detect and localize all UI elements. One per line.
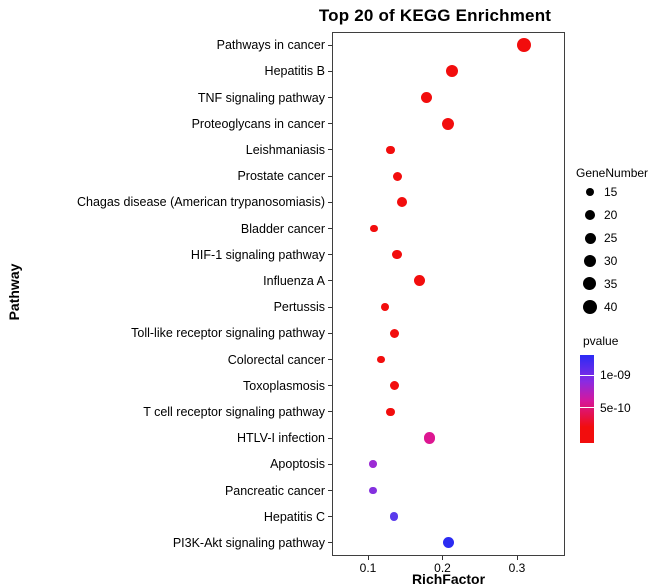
y-tick-mark [328,228,332,229]
x-tick-label: 0.3 [508,561,526,575]
data-point [442,537,454,549]
data-point [381,303,390,312]
y-axis-label: Pathways in cancer [216,38,325,53]
data-point [390,381,400,391]
y-axis-label: Toll-like receptor signaling pathway [131,326,325,341]
colorbar-tick [580,407,594,409]
data-point [369,486,377,495]
legend-gene-number-title: GeneNumber [576,166,649,180]
y-tick-mark [328,280,332,282]
y-axis-label: Apoptosis [270,457,325,472]
data-point [441,117,454,130]
y-tick-mark [328,44,332,46]
legend-size-label: 35 [604,277,618,291]
y-axis-title: Pathway [6,263,22,321]
y-axis-label: HTLV-I infection [236,431,325,446]
data-point [376,355,385,364]
legend-size-label: 15 [604,185,618,199]
y-axis-label: Prostate cancer [237,169,325,184]
y-tick-mark [328,516,332,518]
legend-pvalue-title: pvalue [583,334,619,348]
y-tick-mark [328,149,332,151]
legend-size-label: 25 [604,231,618,245]
plot-panel [332,32,565,556]
x-tick-label: 0.1 [359,561,377,575]
legend-size-dot [585,187,595,197]
data-point [517,38,532,53]
y-tick-mark [328,70,332,72]
y-axis-label: Pancreatic cancer [224,483,325,498]
y-tick-mark [328,306,332,308]
legend-size-label: 30 [604,254,618,268]
x-tick-mark [516,556,518,560]
legend-size-label: 40 [604,300,618,314]
y-axis-label: TNF signaling pathway [197,90,325,105]
y-axis-label: Colorectal cancer [227,352,325,367]
data-point [392,250,402,260]
y-tick-mark [328,490,332,491]
y-tick-mark [328,385,332,387]
data-point [370,224,378,233]
data-point [446,65,459,78]
data-point [389,328,399,338]
legend-size-dot [584,232,596,244]
x-axis-title: RichFactor [411,571,486,586]
legend-size-dot [583,300,597,314]
y-tick-mark [328,97,332,98]
y-axis-label: Hepatitis C [263,509,325,524]
y-tick-mark [328,542,332,544]
y-axis-label: Proteoglycans in cancer [191,116,325,131]
y-tick-mark [328,437,332,439]
data-point [420,91,432,104]
colorbar-label: 1e-09 [600,368,631,383]
data-point [397,197,408,208]
x-tick-mark [367,556,369,560]
y-axis-label: T cell receptor signaling pathway [143,404,325,419]
chart-title: Top 20 of KEGG Enrichment [318,6,552,25]
y-tick-mark [328,175,332,177]
colorbar-tick [580,374,594,376]
y-axis-label: PI3K-Akt signaling pathway [172,535,325,550]
legend-size-dot [585,210,595,220]
y-axis-label: Leishmaniasis [245,142,325,157]
y-tick-mark [328,411,332,413]
colorbar-label: 5e-10 [600,400,631,415]
y-axis-label: Chagas disease (American trypanosomiasis… [76,195,325,210]
y-axis-label: Bladder cancer [240,221,325,236]
x-tick-label: 0.2 [434,561,451,575]
data-point [385,407,395,417]
data-point [424,432,436,444]
legend-size-dot [583,277,597,291]
data-point [392,171,402,181]
legend-size-dot [583,254,597,268]
y-tick-mark [328,463,332,465]
y-axis-label: HIF-1 signaling pathway [190,247,325,262]
y-tick-mark [328,201,332,203]
y-axis-label: Toxoplasmosis [243,378,325,393]
data-point [385,145,395,155]
y-tick-mark [328,254,332,256]
data-point [389,512,399,521]
x-tick-mark [442,556,443,560]
legend-size-label: 20 [604,208,618,222]
y-tick-mark [328,359,332,360]
y-axis-label: Hepatitis B [264,64,325,79]
y-axis-label: Influenza A [263,273,325,288]
y-tick-mark [328,123,332,125]
pvalue-colorbar [580,355,594,443]
y-axis-label: Pertussis [273,300,325,315]
y-tick-mark [328,332,332,334]
data-point [413,275,425,287]
data-point [369,460,377,469]
